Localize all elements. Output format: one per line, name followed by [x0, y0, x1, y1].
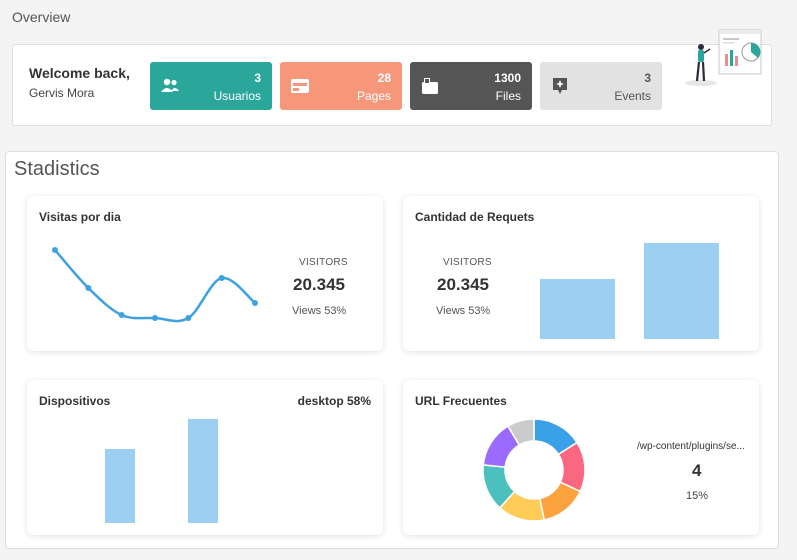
- stat-events-value: 3: [644, 71, 651, 85]
- illustration: [683, 28, 763, 90]
- stat-usuarios-value: 3: [254, 71, 261, 85]
- visitas-point-0: [52, 247, 58, 253]
- url-slice-6: [506, 418, 535, 447]
- visitas-point-4: [185, 315, 192, 321]
- stat-pages[interactable]: 28 Pages: [280, 62, 402, 110]
- dispositivos-title: Dispositivos: [39, 394, 111, 408]
- visitas-point-1: [85, 285, 92, 291]
- url-path[interactable]: /wp-content/plugins/se...: [637, 441, 745, 452]
- stat-events[interactable]: 3 Events: [540, 62, 662, 110]
- dispositivos-right-label: desktop 58%: [297, 394, 371, 408]
- requets-bar-chart: [540, 243, 719, 339]
- stat-files-label: Files: [495, 89, 521, 103]
- stat-pages-value: 28: [377, 71, 391, 85]
- url-percent: 15%: [686, 490, 709, 502]
- browser-icon: [290, 77, 310, 95]
- url-card: URL Frecuentes /wp-content/plugins/se...…: [403, 380, 759, 535]
- visitas-point-6: [252, 300, 258, 306]
- visitas-sub: Views 53%: [292, 305, 347, 317]
- dispositivos-bar-1: [188, 419, 218, 523]
- dispositivos-card: Dispositivos desktop 58%: [27, 380, 383, 535]
- stat-pages-label: Pages: [356, 89, 391, 103]
- stat-files[interactable]: 1300 Files: [410, 62, 532, 110]
- visitas-card: Visitas por dia VISITORS 20.345 Views 53…: [27, 196, 383, 351]
- visitas-point-5: [218, 275, 225, 281]
- visitas-title: Visitas por dia: [39, 210, 121, 224]
- visitas-line-chart: [52, 247, 258, 323]
- dispositivos-bar-0: [105, 449, 135, 523]
- requets-value: 20.345: [437, 275, 489, 294]
- url-slice-2: [538, 481, 582, 521]
- sparkle-icon: [550, 77, 570, 95]
- visitas-point-3: [152, 315, 158, 321]
- welcome-title: Welcome back,: [29, 65, 130, 81]
- requets-bar-1: [644, 243, 719, 339]
- visitas-point-2: [118, 312, 125, 318]
- stat-usuarios-label: Usuarios: [213, 89, 261, 103]
- url-donut-chart: [482, 418, 586, 522]
- welcome-name: Gervis Mora: [29, 86, 95, 100]
- stat-events-label: Events: [614, 89, 651, 103]
- requets-label: VISITORS: [443, 257, 492, 268]
- stat-usuarios[interactable]: 3 Usuarios: [150, 62, 272, 110]
- stats-panel: Stadistics Visitas por dia VISITORS 20.3…: [5, 151, 779, 549]
- url-title: URL Frecuentes: [415, 394, 507, 408]
- page-title: Overview: [12, 9, 71, 25]
- users-icon: [160, 77, 180, 95]
- url-value: 4: [692, 461, 702, 480]
- visitas-label: VISITORS: [299, 257, 348, 268]
- stats-title: Stadistics: [14, 158, 100, 180]
- welcome-card: Welcome back, Gervis Mora 3 Usuarios 28 …: [12, 29, 772, 126]
- visitas-value: 20.345: [293, 275, 345, 294]
- visitas-series-line: [54, 249, 256, 323]
- stat-files-value: 1300: [494, 71, 521, 85]
- folder-icon: [420, 77, 440, 95]
- requets-title: Cantidad de Requets: [415, 210, 535, 224]
- dispositivos-bar-chart: [105, 419, 218, 523]
- requets-card: Cantidad de Requets VISITORS 20.345 View…: [403, 196, 759, 351]
- requets-sub: Views 53%: [436, 305, 491, 317]
- requets-bar-0: [540, 279, 615, 339]
